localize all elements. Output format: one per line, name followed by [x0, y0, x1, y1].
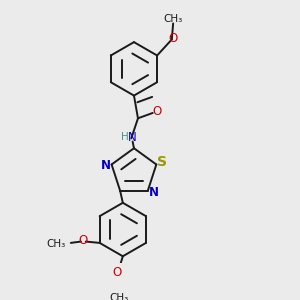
Text: O: O — [79, 234, 88, 247]
Text: N: N — [149, 186, 159, 199]
Text: S: S — [157, 155, 167, 169]
Text: CH₃: CH₃ — [164, 14, 183, 24]
Text: CH₃: CH₃ — [109, 293, 128, 300]
Text: O: O — [152, 105, 161, 118]
Text: O: O — [168, 32, 177, 45]
Text: CH₃: CH₃ — [47, 239, 66, 249]
Text: O: O — [112, 266, 122, 279]
Text: N: N — [101, 159, 111, 172]
Text: N: N — [128, 130, 137, 143]
Text: H: H — [121, 132, 128, 142]
